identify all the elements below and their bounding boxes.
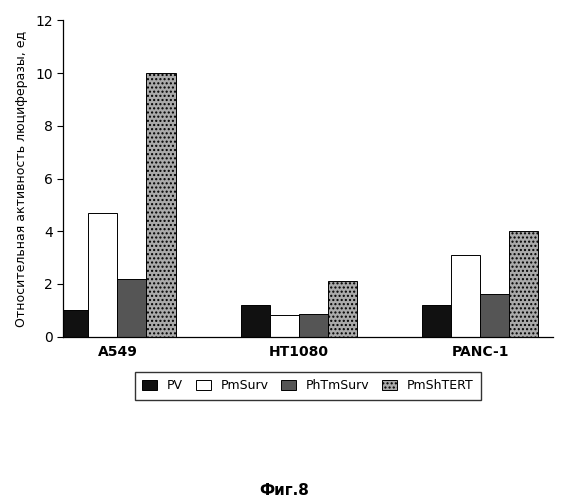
Bar [509, 231, 538, 336]
Bar [481, 294, 509, 337]
Bar [147, 73, 176, 336]
Bar [60, 310, 89, 336]
Bar [299, 314, 328, 336]
Bar [89, 213, 118, 336]
Text: Фиг.8: Фиг.8 [259, 483, 309, 498]
Bar [423, 305, 452, 336]
Legend: PV, PmSurv, PhTmSurv, PmShTERT: PV, PmSurv, PhTmSurv, PmShTERT [135, 372, 482, 400]
Bar [241, 305, 270, 336]
Bar [452, 255, 481, 336]
Bar [270, 316, 299, 336]
Bar [328, 281, 357, 336]
Y-axis label: Относительная активность люциферазы, ед: Относительная активность люциферазы, ед [15, 30, 28, 327]
Bar [118, 278, 147, 336]
